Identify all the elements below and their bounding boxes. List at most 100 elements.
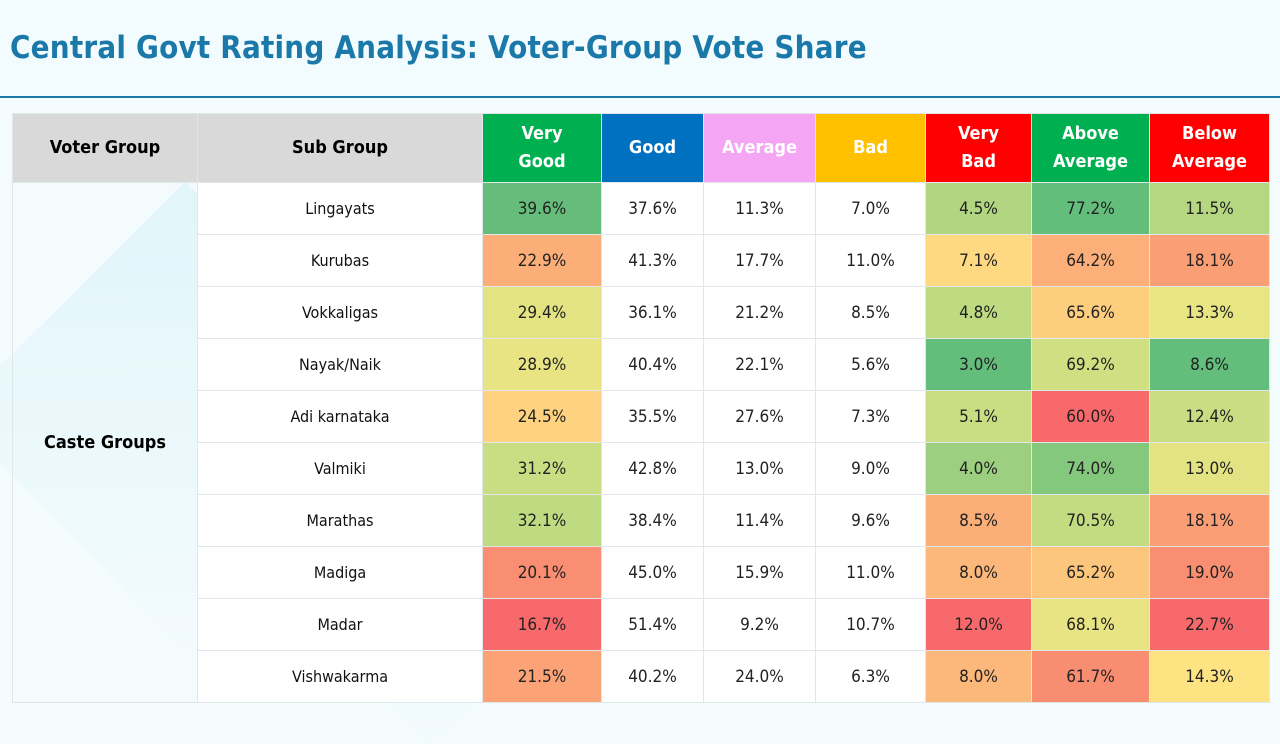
header-good: Good <box>601 113 704 183</box>
very-bad-cell: 4.5% <box>925 182 1032 235</box>
very-good-cell: 39.6% <box>482 182 602 235</box>
header-label: Below Average <box>1172 123 1247 172</box>
bad-cell: 7.3% <box>815 390 926 443</box>
very-good-cell: 16.7% <box>482 598 602 651</box>
above-average-cell: 68.1% <box>1031 598 1150 651</box>
average-cell: 17.7% <box>703 234 816 287</box>
average-cell: 11.4% <box>703 494 816 547</box>
page-title: Central Govt Rating Analysis: Voter-Grou… <box>10 30 867 66</box>
very-bad-cell: 4.0% <box>925 442 1032 495</box>
below-average-cell: 18.1% <box>1149 234 1270 287</box>
very-good-cell: 29.4% <box>482 286 602 339</box>
sub-group-cell: Adi karnataka <box>197 390 483 443</box>
header-sub-group: Sub Group <box>197 113 483 183</box>
bad-cell: 6.3% <box>815 650 926 703</box>
header-bar: Central Govt Rating Analysis: Voter-Grou… <box>0 0 1280 98</box>
good-cell: 40.4% <box>601 338 704 391</box>
above-average-cell: 64.2% <box>1031 234 1150 287</box>
table-row: Nayak/Naik 28.9% 40.4% 22.1% 5.6% 3.0% 69.2% 8.… <box>13 338 1270 391</box>
table-row: Valmiki 31.2% 42.8% 13.0% 9.0% 4.0% 74.0% 13.0% <box>13 442 1270 495</box>
average-cell: 13.0% <box>703 442 816 495</box>
very-bad-cell: 12.0% <box>925 598 1032 651</box>
above-average-cell: 74.0% <box>1031 442 1150 495</box>
good-cell: 35.5% <box>601 390 704 443</box>
header-voter-group: Voter Group <box>12 113 198 183</box>
header-very-bad: Very Bad <box>925 113 1032 183</box>
good-cell: 40.2% <box>601 650 704 703</box>
good-cell: 45.0% <box>601 546 704 599</box>
above-average-cell: 61.7% <box>1031 650 1150 703</box>
below-average-cell: 19.0% <box>1149 546 1270 599</box>
very-good-cell: 21.5% <box>482 650 602 703</box>
sub-group-cell: Vokkaligas <box>197 286 483 339</box>
very-bad-cell: 8.0% <box>925 650 1032 703</box>
header-label: Very Bad <box>957 123 1000 172</box>
header-very-good: Very Good <box>482 113 602 183</box>
table-row: Madar 16.7% 51.4% 9.2% 10.7% 12.0% 68.1% 22.7% <box>13 598 1270 651</box>
header-bad: Bad <box>815 113 926 183</box>
below-average-cell: 18.1% <box>1149 494 1270 547</box>
table-header-row: Voter Group Sub Group Very Good Good Ave… <box>12 113 1270 183</box>
below-average-cell: 8.6% <box>1149 338 1270 391</box>
very-bad-cell: 8.0% <box>925 546 1032 599</box>
header-label: Above Average <box>1053 123 1128 172</box>
good-cell: 42.8% <box>601 442 704 495</box>
average-cell: 15.9% <box>703 546 816 599</box>
sub-group-cell: Marathas <box>197 494 483 547</box>
above-average-cell: 77.2% <box>1031 182 1150 235</box>
good-cell: 38.4% <box>601 494 704 547</box>
above-average-cell: 60.0% <box>1031 390 1150 443</box>
average-cell: 27.6% <box>703 390 816 443</box>
table-row: Marathas 32.1% 38.4% 11.4% 9.6% 8.5% 70.5% 18.1… <box>13 494 1270 547</box>
below-average-cell: 22.7% <box>1149 598 1270 651</box>
bad-cell: 7.0% <box>815 182 926 235</box>
above-average-cell: 69.2% <box>1031 338 1150 391</box>
below-average-cell: 12.4% <box>1149 390 1270 443</box>
bad-cell: 11.0% <box>815 546 926 599</box>
rating-table-container: Voter Group Sub Group Very Good Good Ave… <box>12 113 1270 703</box>
average-cell: 9.2% <box>703 598 816 651</box>
good-cell: 37.6% <box>601 182 704 235</box>
sub-group-cell: Madar <box>197 598 483 651</box>
sub-group-cell: Vishwakarma <box>197 650 483 703</box>
rating-table: Voter Group Sub Group Very Good Good Ave… <box>12 113 1270 703</box>
sub-group-cell: Nayak/Naik <box>197 338 483 391</box>
above-average-cell: 65.2% <box>1031 546 1150 599</box>
very-good-cell: 24.5% <box>482 390 602 443</box>
sub-group-cell: Lingayats <box>197 182 483 235</box>
very-bad-cell: 7.1% <box>925 234 1032 287</box>
table-row: Madiga 20.1% 45.0% 15.9% 11.0% 8.0% 65.2% 19.0% <box>13 546 1270 599</box>
sub-group-cell: Madiga <box>197 546 483 599</box>
bad-cell: 10.7% <box>815 598 926 651</box>
very-bad-cell: 5.1% <box>925 390 1032 443</box>
table-row: Vokkaligas 29.4% 36.1% 21.2% 8.5% 4.8% 65.6% 13… <box>13 286 1270 339</box>
header-above-average: Above Average <box>1031 113 1150 183</box>
very-bad-cell: 3.0% <box>925 338 1032 391</box>
very-good-cell: 28.9% <box>482 338 602 391</box>
very-bad-cell: 8.5% <box>925 494 1032 547</box>
very-good-cell: 32.1% <box>482 494 602 547</box>
header-average: Average <box>703 113 816 183</box>
header-below-average: Below Average <box>1149 113 1270 183</box>
good-cell: 36.1% <box>601 286 704 339</box>
bad-cell: 5.6% <box>815 338 926 391</box>
bad-cell: 8.5% <box>815 286 926 339</box>
sub-group-cell: Kurubas <box>197 234 483 287</box>
table-body: Caste Groups Lingayats 39.6% 37.6% 11.3% 7.0%… <box>12 182 1270 703</box>
voter-group-cell: Caste Groups <box>12 182 198 703</box>
good-cell: 41.3% <box>601 234 704 287</box>
very-good-cell: 20.1% <box>482 546 602 599</box>
average-cell: 24.0% <box>703 650 816 703</box>
above-average-cell: 65.6% <box>1031 286 1150 339</box>
bad-cell: 9.0% <box>815 442 926 495</box>
bad-cell: 9.6% <box>815 494 926 547</box>
above-average-cell: 70.5% <box>1031 494 1150 547</box>
below-average-cell: 13.0% <box>1149 442 1270 495</box>
very-good-cell: 22.9% <box>482 234 602 287</box>
below-average-cell: 14.3% <box>1149 650 1270 703</box>
below-average-cell: 13.3% <box>1149 286 1270 339</box>
table-row: Adi karnataka 24.5% 35.5% 27.6% 7.3% 5.1% 60.0… <box>13 390 1270 443</box>
average-cell: 22.1% <box>703 338 816 391</box>
bad-cell: 11.0% <box>815 234 926 287</box>
very-bad-cell: 4.8% <box>925 286 1032 339</box>
